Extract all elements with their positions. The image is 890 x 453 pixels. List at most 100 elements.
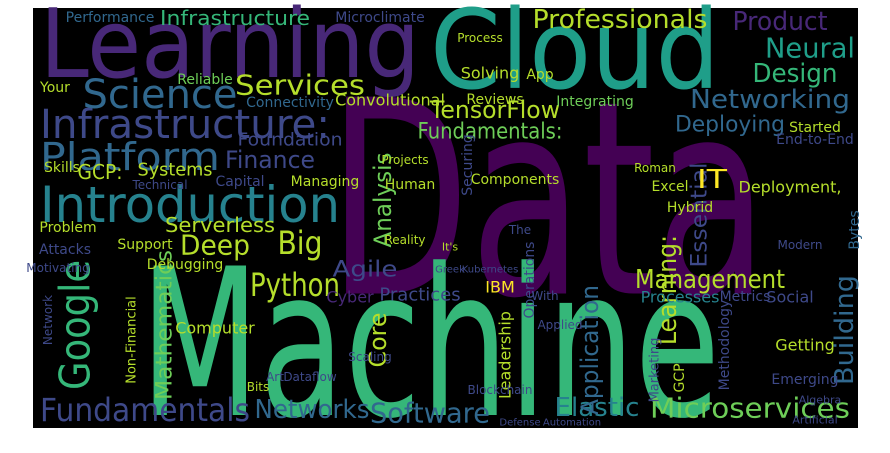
word: Algebra xyxy=(799,394,842,407)
word: GCP: xyxy=(78,160,123,184)
word: Platform xyxy=(40,135,220,179)
word: Cloud xyxy=(430,0,720,114)
word: Capital xyxy=(215,174,264,190)
word: Solving xyxy=(461,64,520,83)
word: Hybrid xyxy=(667,200,713,216)
word: Deployment, xyxy=(739,178,842,197)
word: Reliable xyxy=(177,72,232,88)
word: Leadership xyxy=(496,311,515,399)
word: Greek xyxy=(435,265,465,276)
word: Your xyxy=(39,80,70,96)
cloud-background xyxy=(33,8,858,428)
word: Cyber xyxy=(326,288,374,307)
word: Motivating xyxy=(26,261,89,275)
word: Introduction xyxy=(40,176,340,234)
word: Technical xyxy=(131,178,187,192)
word: Artificial xyxy=(792,414,837,427)
word: Emerging xyxy=(771,372,838,388)
word: Networks xyxy=(255,395,370,425)
word: Mathematics xyxy=(153,250,178,400)
word: Reality xyxy=(384,233,425,247)
word: Bits xyxy=(247,380,270,394)
word: Finance xyxy=(225,146,315,174)
word: Getting xyxy=(775,336,835,355)
word: The xyxy=(508,223,531,237)
word: Operations xyxy=(522,242,538,319)
word: Network xyxy=(41,295,55,345)
word: Learning: xyxy=(653,235,683,345)
word: Google xyxy=(51,260,100,390)
word: Fundamentals xyxy=(40,391,250,429)
word: Started xyxy=(789,120,841,136)
word: IBM xyxy=(485,278,515,297)
word: Roman xyxy=(634,161,676,175)
word: Social xyxy=(766,288,813,307)
word: Blockchain xyxy=(468,383,533,397)
word: Building xyxy=(830,275,860,385)
word: Infrastructure: xyxy=(40,102,330,148)
word: Services xyxy=(235,69,365,102)
word: Performance xyxy=(66,10,155,26)
word: Process xyxy=(457,31,503,45)
word: Microservices xyxy=(650,392,850,425)
word: Automation xyxy=(543,418,601,429)
word: Bytes xyxy=(847,210,863,249)
word: Skills xyxy=(44,160,80,176)
word: App xyxy=(526,67,553,83)
word: IT xyxy=(697,165,727,195)
word: Design xyxy=(753,59,838,89)
word: GCP xyxy=(672,363,688,392)
word: Convolutional xyxy=(335,91,445,110)
word: Components xyxy=(471,172,560,188)
word: Dataflow xyxy=(283,370,337,384)
word: Essential xyxy=(688,163,713,268)
word: End-to-End xyxy=(776,132,854,148)
word: Microclimate xyxy=(335,10,424,26)
word: Big xyxy=(278,224,323,262)
word: Connectivity xyxy=(246,95,334,111)
word: Application xyxy=(576,285,604,415)
word: Computer xyxy=(175,319,255,338)
word: Problem xyxy=(39,220,96,236)
word: Product xyxy=(733,7,828,37)
word: Serverless xyxy=(165,213,275,237)
word: Metrics xyxy=(720,289,771,305)
word: Securing xyxy=(460,134,476,195)
word: Foundation xyxy=(238,130,343,151)
word: Agile xyxy=(333,258,398,283)
word: Professionals xyxy=(533,5,708,35)
word: Networking xyxy=(690,85,850,115)
word: Processes xyxy=(641,288,720,307)
word: Deploying xyxy=(675,113,785,138)
word: Methodology xyxy=(717,300,733,391)
word: Excel xyxy=(651,179,688,195)
word: Software xyxy=(370,397,490,430)
word: Management xyxy=(635,265,785,295)
word: Kubernetes xyxy=(462,265,519,276)
word: Deep xyxy=(180,229,250,262)
word: Scaling xyxy=(348,350,391,364)
word: Debugging xyxy=(147,257,224,273)
word: Non-Financial xyxy=(125,296,140,384)
word: Analysis xyxy=(369,153,397,248)
word: Reviews xyxy=(466,92,523,108)
word: Science xyxy=(83,72,238,118)
word: Applied xyxy=(537,318,582,332)
word: Integrating xyxy=(556,94,633,110)
word: TensorFlow xyxy=(429,96,560,124)
word: Defense xyxy=(499,418,540,429)
word: Elastic xyxy=(555,393,640,423)
word: Art xyxy=(266,370,284,384)
word: Core xyxy=(364,313,392,368)
word: Managing xyxy=(291,174,360,190)
word: Human xyxy=(385,177,436,193)
word: Python xyxy=(250,266,340,304)
word: Data xyxy=(328,43,768,358)
word: Modern xyxy=(777,238,822,252)
word: It's xyxy=(442,241,459,254)
word: With xyxy=(531,289,558,303)
word: Learning xyxy=(40,0,420,100)
word: Support xyxy=(117,237,173,253)
